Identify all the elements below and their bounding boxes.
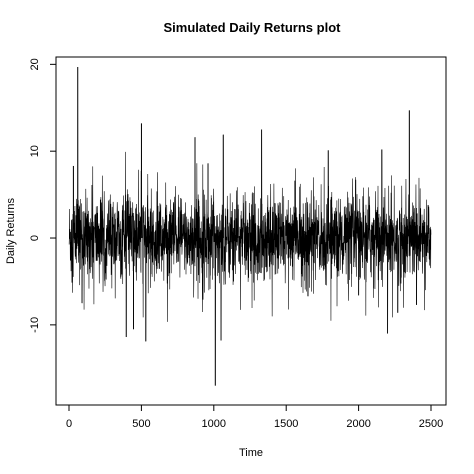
- x-axis: 0 500 1000 1500 2000 2500: [66, 404, 443, 430]
- x-tick-label: 1000: [202, 418, 226, 430]
- y-axis-label: Daily Returns: [5, 197, 17, 264]
- x-tick-label: 2500: [419, 418, 443, 430]
- x-tick-label: 2000: [346, 418, 370, 430]
- y-tick-label: 10: [29, 145, 41, 157]
- series-line-group: [68, 66, 432, 386]
- x-tick-label: 1500: [274, 418, 298, 430]
- chart-title: Simulated Daily Returns plot: [164, 20, 342, 35]
- series-line: [68, 66, 432, 386]
- x-tick-label: 0: [66, 418, 72, 430]
- y-tick-label: -10: [29, 317, 41, 333]
- x-axis-label: Time: [239, 447, 263, 459]
- y-axis: -10 0 10 20: [29, 58, 57, 333]
- x-tick-label: 500: [132, 418, 150, 430]
- y-tick-label: 20: [29, 58, 41, 70]
- y-tick-label: 0: [29, 235, 41, 241]
